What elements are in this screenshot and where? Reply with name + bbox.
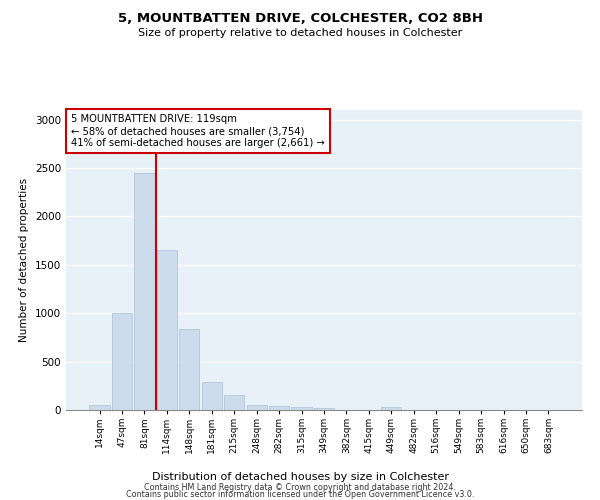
Bar <box>134 173 155 410</box>
Text: Contains public sector information licensed under the Open Government Licence v3: Contains public sector information licen… <box>126 490 474 499</box>
Bar <box>179 328 199 410</box>
Bar <box>269 406 289 410</box>
Bar <box>247 404 267 410</box>
Bar <box>224 396 244 410</box>
Bar <box>157 250 177 410</box>
Text: Size of property relative to detached houses in Colchester: Size of property relative to detached ho… <box>138 28 462 38</box>
Text: Contains HM Land Registry data © Crown copyright and database right 2024.: Contains HM Land Registry data © Crown c… <box>144 484 456 492</box>
Text: Distribution of detached houses by size in Colchester: Distribution of detached houses by size … <box>151 472 449 482</box>
Bar <box>381 407 401 410</box>
Text: 5 MOUNTBATTEN DRIVE: 119sqm
← 58% of detached houses are smaller (3,754)
41% of : 5 MOUNTBATTEN DRIVE: 119sqm ← 58% of det… <box>71 114 325 148</box>
Bar <box>202 382 222 410</box>
Bar <box>314 408 334 410</box>
Bar <box>112 313 132 410</box>
Text: 5, MOUNTBATTEN DRIVE, COLCHESTER, CO2 8BH: 5, MOUNTBATTEN DRIVE, COLCHESTER, CO2 8B… <box>118 12 482 26</box>
Bar <box>292 407 311 410</box>
Bar <box>89 405 110 410</box>
Y-axis label: Number of detached properties: Number of detached properties <box>19 178 29 342</box>
